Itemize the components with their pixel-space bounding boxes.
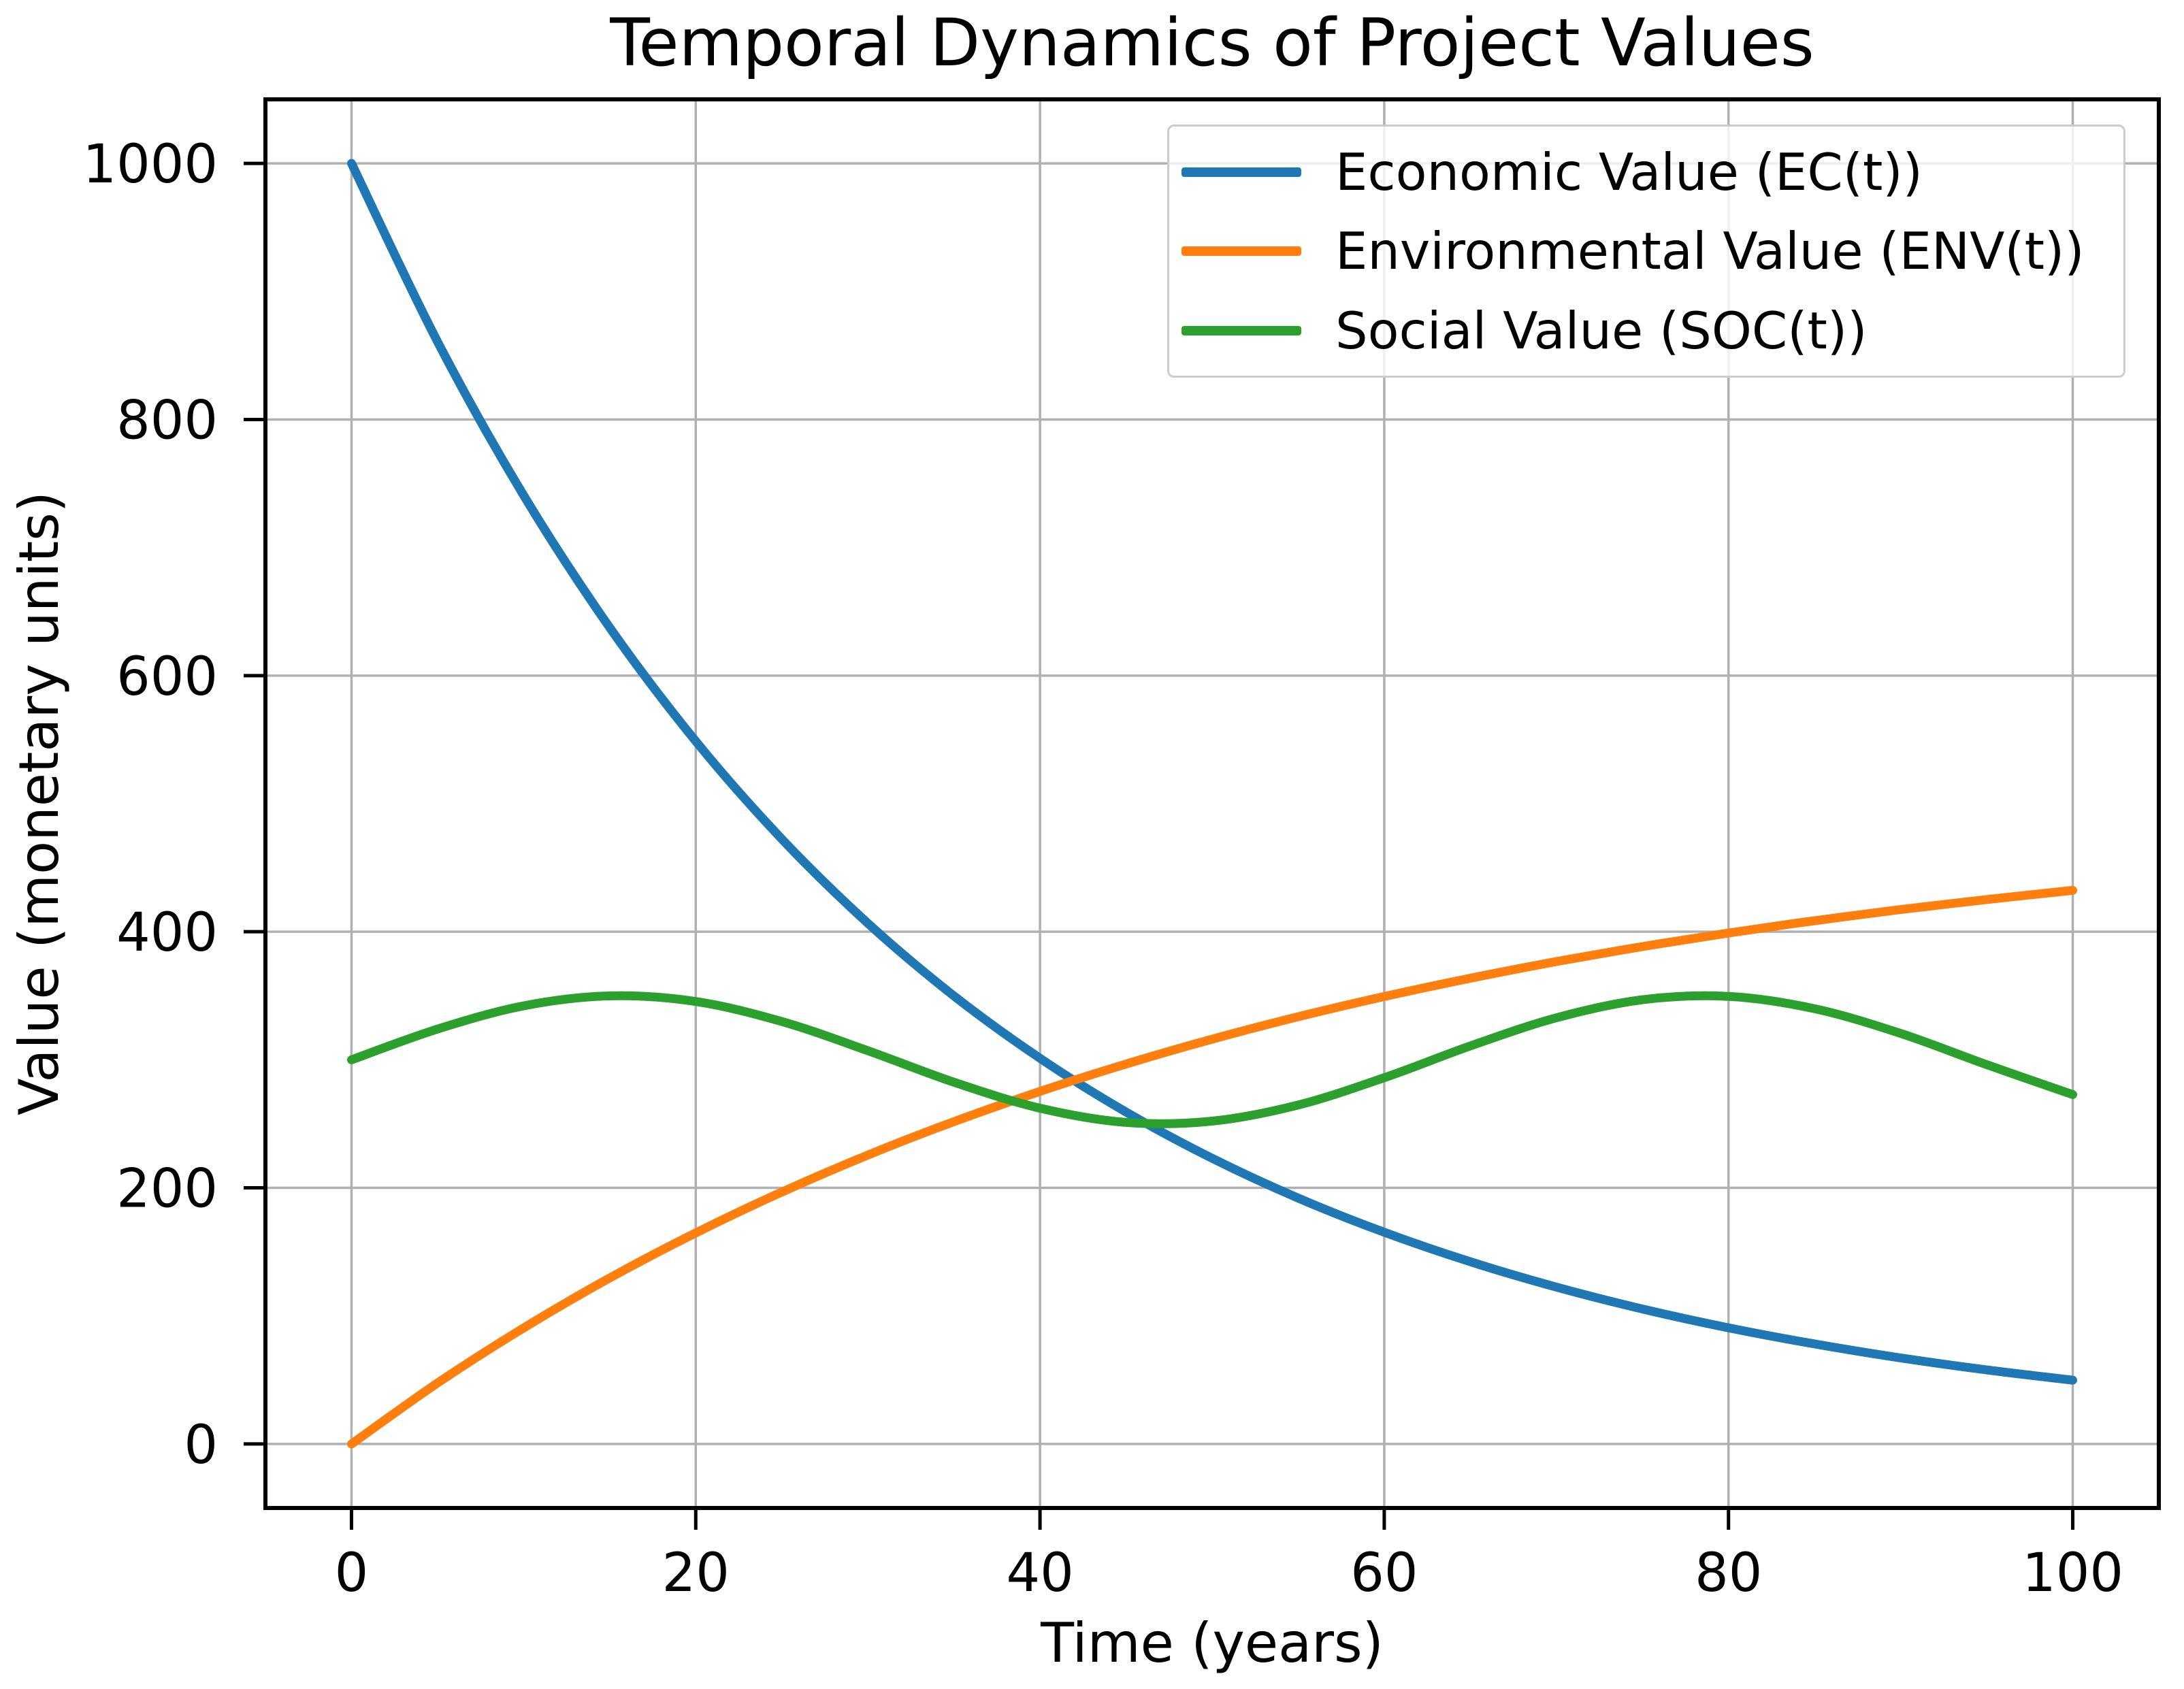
legend-line-swatch-economic	[1181, 167, 1301, 177]
x-axis-label: Time (years)	[1041, 1611, 1384, 1675]
y-tick-label: 600	[116, 646, 218, 708]
x-tick-label: 100	[2022, 1543, 2123, 1604]
series-line-economic	[347, 159, 2077, 1385]
y-tick-label: 400	[116, 902, 218, 964]
series-line-social	[347, 991, 2077, 1128]
y-tick-label: 800	[116, 390, 218, 451]
legend-label-economic: Economic Value (EC(t))	[1335, 142, 1923, 202]
x-tick-label: 60	[1350, 1543, 1418, 1604]
y-tick-label: 1000	[82, 134, 218, 195]
y-axis-label: Value (monetary units)	[7, 491, 71, 1116]
legend-line-swatch-social	[1181, 325, 1301, 335]
y-tick-label: 200	[116, 1159, 218, 1220]
x-tick-label: 80	[1695, 1543, 1762, 1604]
legend-label-social: Social Value (SOC(t))	[1335, 300, 1868, 361]
axes-spines	[263, 97, 2161, 1510]
legend-label-environmental: Environmental Value (ENV(t))	[1335, 221, 2085, 281]
chart-title: Temporal Dynamics of Project Values	[610, 5, 1814, 81]
y-axis-label-container: Value (monetary units)	[0, 99, 78, 1508]
legend: Economic Value (EC(t)) Environmental Valu…	[1167, 125, 2125, 378]
legend-item-environmental: Environmental Value (ENV(t))	[1169, 213, 2123, 289]
legend-item-economic: Economic Value (EC(t))	[1169, 134, 2123, 210]
x-tick-label: 0	[335, 1543, 369, 1604]
x-tick-label: 20	[662, 1543, 730, 1604]
y-tick-label: 0	[184, 1415, 218, 1476]
legend-item-social: Social Value (SOC(t))	[1169, 293, 2123, 369]
legend-line-swatch-environmental	[1181, 246, 1301, 256]
x-tick-label: 40	[1006, 1543, 1073, 1604]
series-line-environmental	[347, 885, 2077, 1449]
